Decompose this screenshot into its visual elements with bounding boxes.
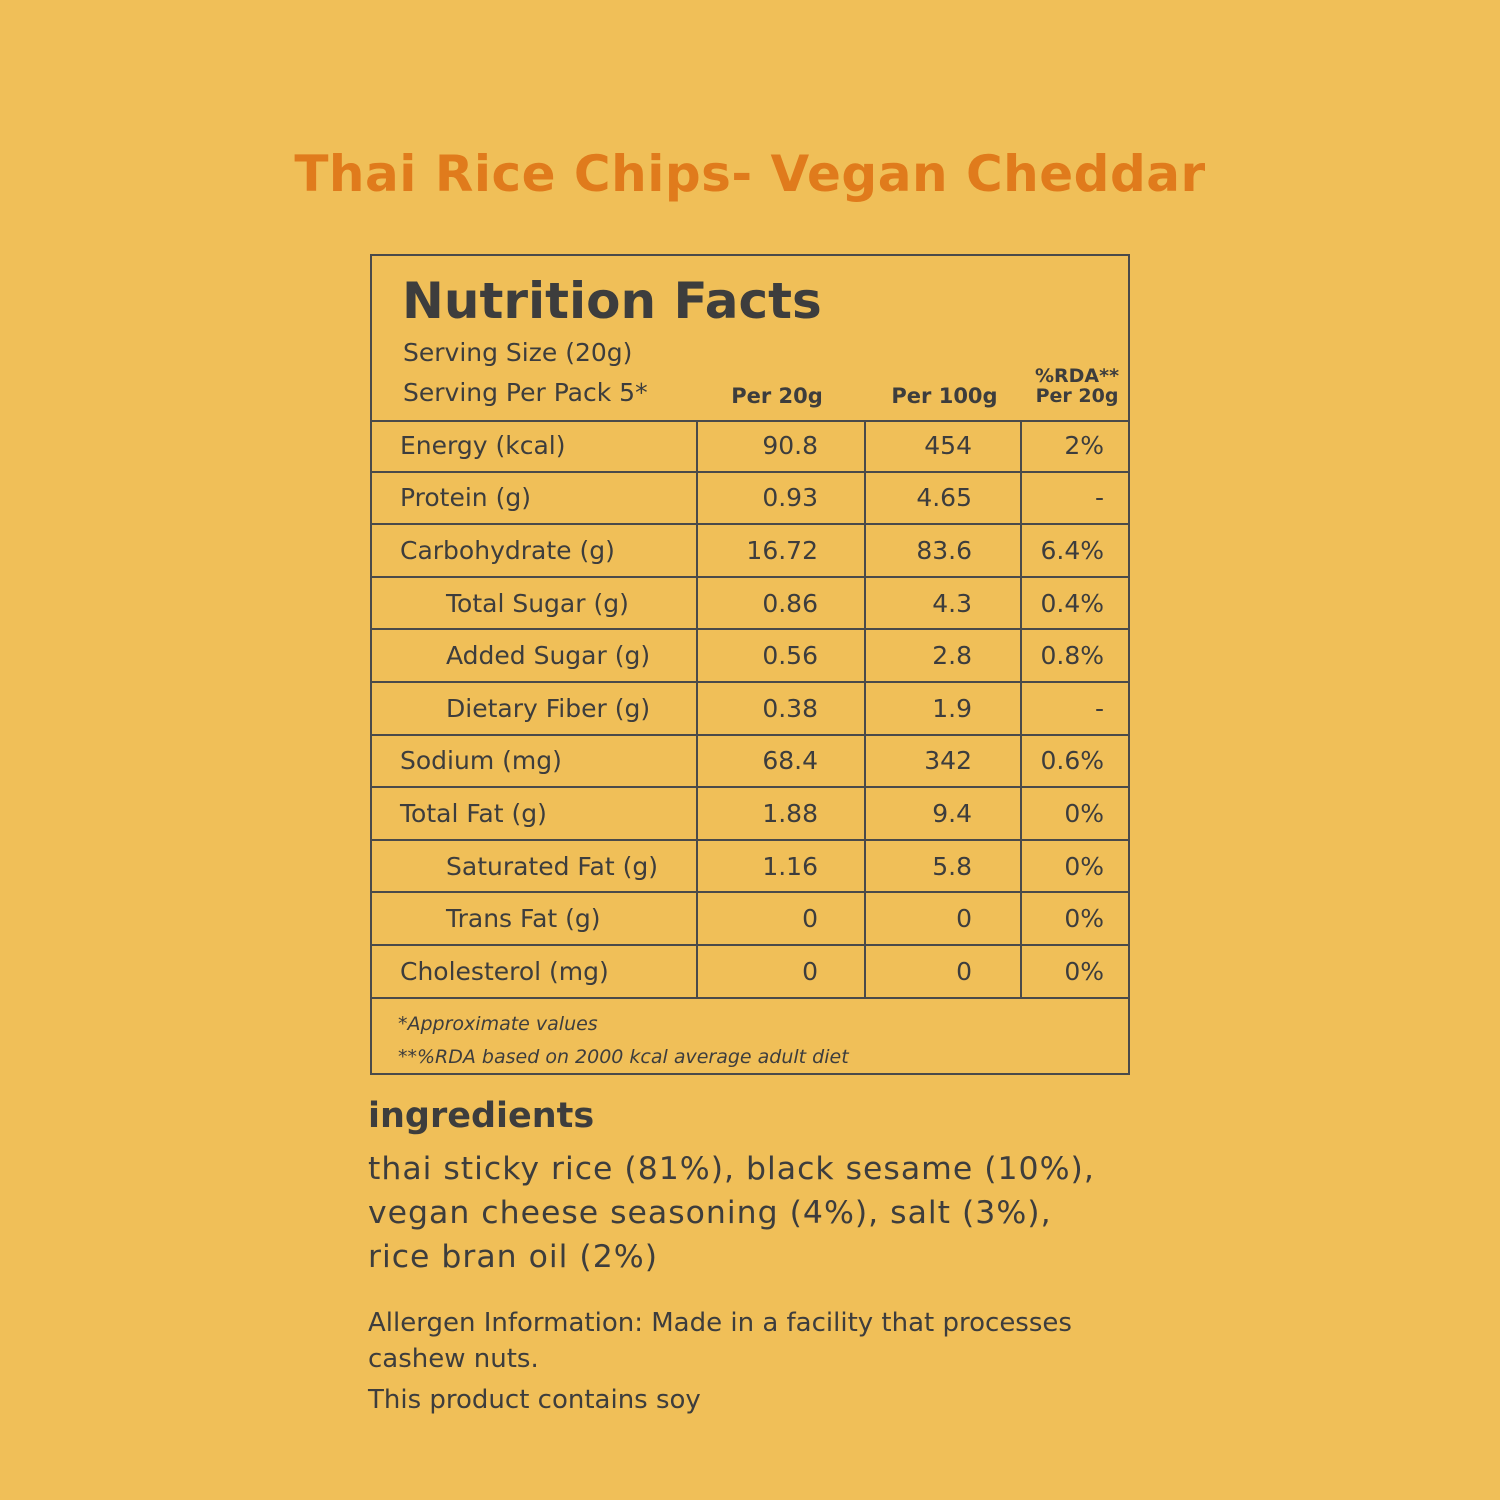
- nutrition-header: Nutrition Facts Serving Size (20g) Servi…: [372, 256, 1128, 422]
- nutrient-label: Total Sugar (g): [446, 588, 629, 618]
- nutrient-label: Carbohydrate (g): [400, 535, 615, 565]
- value-per-20g: 0.38: [696, 682, 864, 734]
- nutrition-table: Energy (kcal) 90.8 454 2% Protein (g) 0.…: [372, 420, 1128, 999]
- value-per-20g: 1.16: [696, 840, 864, 892]
- ingredients-line: thai sticky rice (81%), black sesame (10…: [368, 1151, 1095, 1187]
- value-rda: 6.4%: [1020, 525, 1128, 576]
- footnote-approximate: *Approximate values: [398, 1013, 598, 1035]
- footnotes: *Approximate values **%RDA based on 2000…: [398, 1008, 849, 1074]
- value-per-20g: 0: [696, 945, 864, 997]
- table-row: Carbohydrate (g) 16.72 83.6 6.4%: [372, 525, 1128, 578]
- nutrient-label: Sodium (mg): [400, 746, 562, 776]
- nutrient-label: Total Fat (g): [400, 798, 547, 828]
- rda-header-line2: Per 20g: [1035, 385, 1119, 407]
- value-per-100g: 454: [864, 420, 1020, 471]
- value-rda: 2%: [1020, 420, 1128, 471]
- value-per-100g: 5.8: [864, 840, 1020, 892]
- value-rda: 0.8%: [1020, 630, 1128, 681]
- ingredients-line: rice bran oil (2%): [368, 1239, 658, 1275]
- table-row: Saturated Fat (g) 1.16 5.8 0%: [372, 840, 1128, 894]
- value-per-20g: 90.8: [696, 420, 864, 471]
- value-per-100g: 4.3: [864, 577, 1020, 629]
- serving-per-pack: Serving Per Pack 5*: [403, 378, 648, 407]
- nutrient-label: Energy (kcal): [400, 430, 566, 460]
- nutrient-label: Protein (g): [400, 483, 531, 513]
- ingredients-text: thai sticky rice (81%), black sesame (10…: [368, 1147, 1168, 1279]
- serving-size: Serving Size (20g): [403, 338, 633, 367]
- table-row: Total Sugar (g) 0.86 4.3 0.4%: [372, 577, 1128, 631]
- rda-header-line1: %RDA**: [1034, 365, 1119, 387]
- value-per-20g: 0: [696, 893, 864, 944]
- value-per-20g: 0.56: [696, 630, 864, 681]
- ingredients-line: vegan cheese seasoning (4%), salt (3%),: [368, 1195, 1052, 1231]
- footnote-rda: **%RDA based on 2000 kcal average adult …: [398, 1046, 849, 1068]
- soy-notice: This product contains soy: [368, 1385, 701, 1415]
- value-per-20g: 1.88: [696, 788, 864, 839]
- table-row: Cholesterol (mg) 0 0 0%: [372, 945, 1128, 999]
- value-per-100g: 0: [864, 945, 1020, 997]
- value-rda: 0%: [1020, 893, 1128, 944]
- value-per-100g: 4.65: [864, 472, 1020, 524]
- value-per-20g: 68.4: [696, 735, 864, 787]
- table-row: Added Sugar (g) 0.56 2.8 0.8%: [372, 630, 1128, 683]
- value-rda: 0%: [1020, 788, 1128, 839]
- value-rda: 0%: [1020, 840, 1128, 892]
- nutrition-facts-panel: Nutrition Facts Serving Size (20g) Servi…: [370, 254, 1130, 1075]
- nutrient-label: Dietary Fiber (g): [446, 693, 651, 723]
- column-header-rda: %RDA** Per 20g: [1022, 366, 1132, 406]
- table-row: Sodium (mg) 68.4 342 0.6%: [372, 735, 1128, 789]
- nutrient-label: Trans Fat (g): [446, 904, 601, 934]
- value-per-100g: 342: [864, 735, 1020, 787]
- table-row: Dietary Fiber (g) 0.38 1.9 -: [372, 682, 1128, 736]
- value-rda: -: [1020, 472, 1128, 524]
- table-row: Total Fat (g) 1.88 9.4 0%: [372, 788, 1128, 841]
- nutrient-label: Added Sugar (g): [446, 641, 651, 671]
- nutrient-label: Cholesterol (mg): [400, 956, 609, 986]
- value-per-100g: 9.4: [864, 788, 1020, 839]
- allergen-information: Allergen Information: Made in a facility…: [368, 1305, 1158, 1377]
- ingredients-heading: ingredients: [368, 1096, 595, 1136]
- allergen-line: Allergen Information: Made in a facility…: [368, 1308, 1072, 1338]
- value-per-20g: 16.72: [696, 525, 864, 576]
- value-rda: -: [1020, 682, 1128, 734]
- value-per-100g: 83.6: [864, 525, 1020, 576]
- product-title: Thai Rice Chips- Vegan Cheddar: [294, 145, 1206, 203]
- value-per-20g: 0.86: [696, 577, 864, 629]
- value-rda: 0%: [1020, 945, 1128, 997]
- value-rda: 0.6%: [1020, 735, 1128, 787]
- value-per-100g: 0: [864, 893, 1020, 944]
- value-per-100g: 2.8: [864, 630, 1020, 681]
- nutrient-label: Saturated Fat (g): [446, 851, 658, 881]
- column-header-per-20g: Per 20g: [731, 384, 823, 408]
- table-row: Trans Fat (g) 0 0 0%: [372, 893, 1128, 946]
- column-header-per-100g: Per 100g: [891, 384, 998, 408]
- value-per-20g: 0.93: [696, 472, 864, 524]
- table-row: Energy (kcal) 90.8 454 2%: [372, 420, 1128, 473]
- value-per-100g: 1.9: [864, 682, 1020, 734]
- allergen-line: cashew nuts.: [368, 1344, 539, 1374]
- value-rda: 0.4%: [1020, 577, 1128, 629]
- table-row: Protein (g) 0.93 4.65 -: [372, 472, 1128, 526]
- nutrition-facts-heading: Nutrition Facts: [402, 272, 822, 330]
